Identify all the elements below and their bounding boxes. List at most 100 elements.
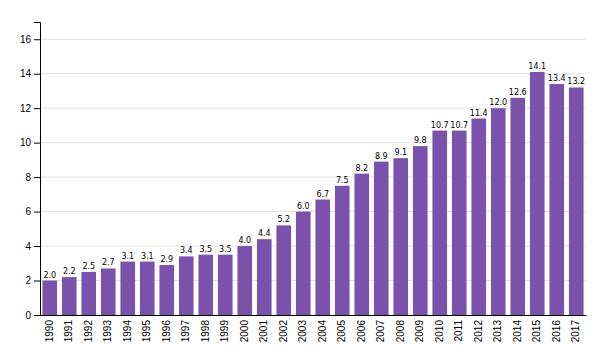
bar: [452, 131, 467, 315]
data-label: 10.7: [450, 121, 468, 130]
bar: [237, 246, 252, 315]
x-tick: 2014: [512, 320, 523, 343]
data-label: 6.0: [297, 202, 310, 211]
x-tick-label: 2011: [453, 320, 464, 342]
x-tick-label: 1998: [200, 320, 211, 343]
data-label: 3.1: [121, 252, 134, 261]
x-tick: 2002: [278, 320, 289, 343]
plot: 2.02.22.52.73.13.12.93.43.53.54.04.45.26…: [20, 23, 587, 343]
y-tick-label: 6: [25, 206, 31, 217]
x-tick: 2011: [453, 320, 464, 342]
data-label: 8.9: [375, 152, 388, 161]
bar: [413, 146, 428, 315]
x-tick-label: 2007: [375, 320, 386, 343]
x-tick-label: 2013: [492, 320, 503, 343]
x-tick: 1996: [161, 320, 172, 343]
x-tick: 2004: [317, 320, 328, 343]
x-tick-label: 2004: [317, 320, 328, 343]
x-tick-label: 2016: [551, 320, 562, 343]
x-tick: 2006: [356, 320, 367, 343]
data-label: 12.0: [489, 98, 507, 107]
x-tick: 2003: [297, 320, 308, 343]
data-label: 3.5: [199, 245, 212, 254]
x-tick-label: 2017: [570, 320, 581, 343]
x-tick: 1998: [200, 320, 211, 343]
y-tick: 2: [25, 275, 40, 286]
bar: [140, 262, 155, 315]
x-tick-label: 1994: [122, 320, 133, 343]
y-tick: 12: [20, 103, 40, 114]
y-tick-mark: [34, 108, 40, 109]
bar: [491, 108, 506, 315]
data-label: 4.0: [238, 236, 251, 245]
x-tick-label: 2015: [531, 320, 542, 343]
x-axis-line: [41, 315, 587, 316]
bar: [62, 277, 77, 315]
y-tick: 8: [25, 172, 40, 183]
x-tick-label: 2005: [336, 320, 347, 343]
y-axis-line: [34, 23, 41, 316]
bar: [198, 255, 213, 315]
y-tick-mark: [34, 177, 40, 178]
chart: 2.02.22.52.73.13.12.93.43.53.54.04.45.26…: [0, 0, 600, 361]
bars: [42, 72, 583, 315]
y-tick-label: 4: [25, 241, 31, 252]
x-tick-label: 2000: [239, 320, 250, 343]
data-label: 9.1: [394, 148, 407, 157]
y-tick-label: 12: [20, 103, 32, 114]
data-label: 10.7: [431, 121, 449, 130]
y-tick-mark: [34, 246, 40, 247]
data-label: 2.9: [160, 255, 173, 264]
x-tick: 1991: [63, 320, 74, 343]
grid: [40, 39, 586, 315]
data-labels: 2.02.22.52.73.13.12.93.43.53.54.04.45.26…: [43, 62, 585, 280]
x-tick: 2013: [492, 320, 503, 343]
x-tick: 2001: [258, 320, 269, 343]
bar: [432, 131, 447, 315]
x-tick: 2008: [395, 320, 406, 343]
data-label: 2.0: [43, 271, 56, 280]
data-label: 6.7: [316, 190, 329, 199]
bar: [315, 200, 330, 315]
bar: [120, 262, 135, 315]
x-tick-label: 1990: [44, 320, 55, 343]
data-label: 8.2: [355, 164, 368, 173]
x-tick: 1990: [44, 320, 55, 343]
x-tick: 2010: [434, 320, 445, 343]
x-tick: 1993: [102, 320, 113, 343]
y-tick: 0: [25, 310, 40, 321]
x-tick: 1997: [180, 320, 191, 343]
x-tick-label: 1991: [63, 320, 74, 343]
y-tick-label: 2: [25, 275, 31, 286]
bar: [296, 212, 311, 315]
y-tick-label: 0: [25, 310, 31, 321]
x-tick-label: 2014: [512, 320, 523, 343]
bar: [510, 98, 525, 315]
bar: [393, 158, 408, 315]
y-tick: 10: [20, 137, 40, 148]
x-tick: 2017: [570, 320, 581, 343]
x-tick-label: 2008: [395, 320, 406, 343]
x-tick-label: 2003: [297, 320, 308, 343]
data-label: 13.4: [548, 74, 566, 83]
y-tick-mark: [34, 74, 40, 75]
data-label: 13.2: [567, 77, 585, 86]
x-tick-label: 2012: [473, 320, 484, 343]
x-tick: 2012: [473, 320, 484, 343]
y-tick-label: 10: [20, 137, 32, 148]
y-tick-mark: [34, 212, 40, 213]
y-axis: 0246810121416: [20, 23, 41, 321]
x-tick: 2016: [551, 320, 562, 343]
x-tick: 2005: [336, 320, 347, 343]
y-tick-mark: [34, 143, 40, 144]
data-label: 4.4: [258, 229, 271, 238]
data-label: 5.2: [277, 215, 290, 224]
bar: [374, 162, 389, 315]
bar: [101, 268, 116, 315]
x-tick: 2015: [531, 320, 542, 343]
data-label: 2.7: [102, 258, 115, 267]
x-tick: 1995: [141, 320, 152, 343]
bar: [42, 281, 57, 315]
bar: [81, 272, 96, 315]
bar: [549, 84, 564, 315]
